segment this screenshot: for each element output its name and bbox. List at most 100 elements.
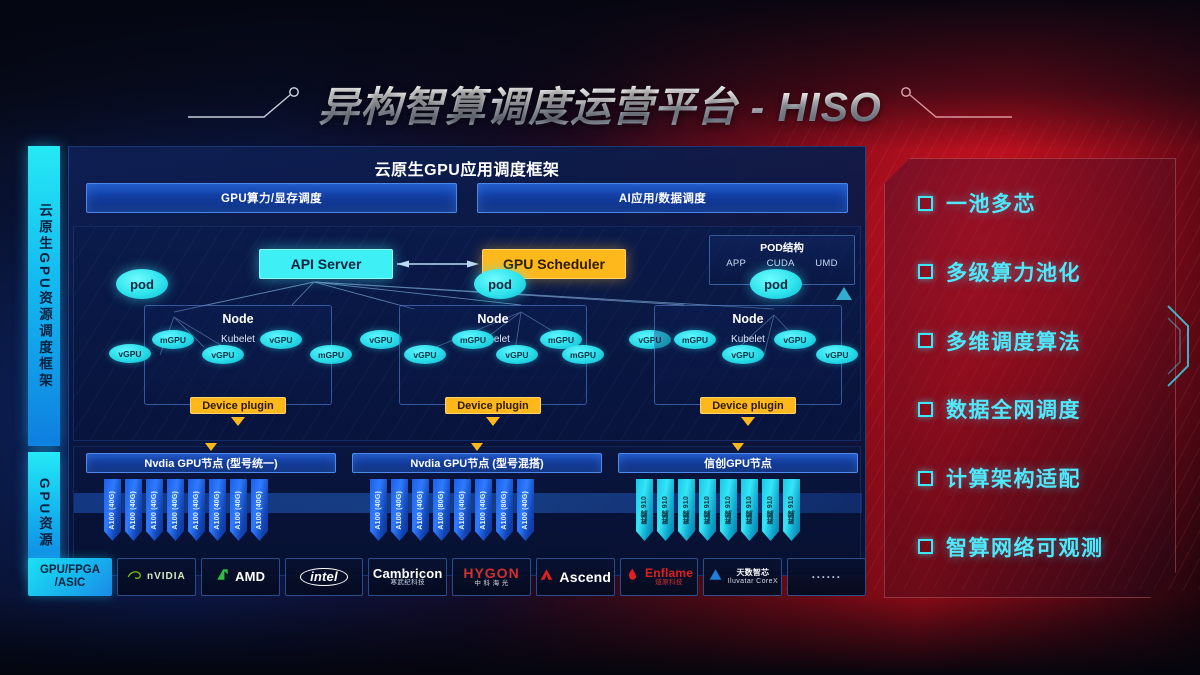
gpu-card-label: A100 (40G) <box>235 490 242 530</box>
node-3-device-plugin[interactable]: Device plugin <box>700 397 796 414</box>
framework-bar-ai[interactable]: AI应用/数据调度 <box>477 183 848 213</box>
gpu-card-2-3[interactable]: A100 (40G) <box>412 479 429 541</box>
ascend-logo <box>539 568 554 586</box>
gpu-group-3-cards: 昇腾 910 昇腾 910 昇腾 910 昇腾 910 昇腾 910 昇腾 910 昇腾 9… <box>636 479 800 541</box>
gpu-card-2-7[interactable]: A100 (80G) <box>496 479 513 541</box>
vendor-subname: 中 科 海 光 <box>474 579 509 587</box>
node-1-gpu-5[interactable]: mGPU <box>310 345 352 364</box>
node-3-gpu-4[interactable]: vGPU <box>816 345 858 364</box>
gpu-card-label: A100 (40G) <box>522 490 529 530</box>
node-1-device-plugin[interactable]: Device plugin <box>190 397 286 414</box>
node-3-gpu-2[interactable]: vGPU <box>722 345 764 364</box>
background-top-shade <box>0 0 1200 150</box>
gpu-card-3-3[interactable]: 昇腾 910 <box>678 479 695 541</box>
gpu-card-3-2[interactable]: 昇腾 910 <box>657 479 674 541</box>
vendor-name-block: Enflame 燧原科技 <box>645 567 693 586</box>
checkbox-icon <box>918 539 933 555</box>
gpu-group-2-header[interactable]: Nvdia GPU节点 (型号混搭) <box>352 443 602 473</box>
node-1-gpu-4[interactable]: vGPU <box>260 330 302 349</box>
vendor-logo-6[interactable]: Ascend <box>535 558 615 596</box>
node-1-gpu-2[interactable]: mGPU <box>152 330 194 349</box>
feature-list: 一池多芯 多级算力池化 多维调度算法 数据全网调度 计算架构适配 智算网络可观测 <box>918 180 1168 580</box>
gpu-group-1-arrow-icon <box>205 443 217 451</box>
vendor-name: 天数智芯 <box>736 568 770 578</box>
gpu-card-3-7[interactable]: 昇腾 910 <box>762 479 779 541</box>
gpu-card-2-6[interactable]: A100 (40G) <box>475 479 492 541</box>
gpu-group-1-header-text: Nvdia GPU节点 (型号统一) <box>144 458 278 470</box>
gpu-card-1-7[interactable]: A100 (40G) <box>230 479 247 541</box>
gpu-card-3-1[interactable]: 昇腾 910 <box>636 479 653 541</box>
gpu-card-2-4[interactable]: A100 (80G) <box>433 479 450 541</box>
feature-item-4[interactable]: 数据全网调度 <box>918 394 1168 424</box>
gpu-group-3-header[interactable]: 信创GPU节点 <box>618 443 858 473</box>
gpu-card-label: 昇腾 910 <box>703 495 711 525</box>
framework-bar-compute[interactable]: GPU算力/显存调度 <box>86 183 457 213</box>
feature-item-2[interactable]: 多级算力池化 <box>918 257 1168 287</box>
gpu-card-2-2[interactable]: A100 (40G) <box>391 479 408 541</box>
vendor-logo-3[interactable]: intel <box>284 558 364 596</box>
pod-layer-app: APP <box>726 258 747 269</box>
gpu-group-3-header-text: 信创GPU节点 <box>704 458 772 470</box>
vendor-logo-9[interactable]: ······ <box>787 558 867 596</box>
node-3-gpu-1[interactable]: mGPU <box>674 330 716 349</box>
node-3-gpu-3[interactable]: vGPU <box>774 330 816 349</box>
node-1-gpu-3[interactable]: vGPU <box>202 345 244 364</box>
node-2-gpu-6[interactable]: vGPU <box>629 330 671 349</box>
right-bracket-deco-icon <box>1167 305 1189 387</box>
api-server-box[interactable]: API Server <box>259 249 393 279</box>
gpu-card-1-3[interactable]: A100 (40G) <box>146 479 163 541</box>
gpu-card-3-8[interactable]: 昇腾 910 <box>783 479 800 541</box>
feature-item-1[interactable]: 一池多芯 <box>918 188 1168 218</box>
node-2-gpu-1[interactable]: vGPU <box>404 345 446 364</box>
node-2-label: Node <box>477 312 509 326</box>
gpu-card-2-1[interactable]: A100 (40G) <box>370 479 387 541</box>
node-2-gpu-5[interactable]: mGPU <box>562 345 604 364</box>
gpu-card-1-1[interactable]: A100 (40G) <box>104 479 121 541</box>
feature-label-6: 智算网络可观测 <box>946 536 1104 560</box>
feature-item-3[interactable]: 多维调度算法 <box>918 326 1168 356</box>
vendor-logo-1[interactable]: nVIDIA <box>117 558 196 596</box>
vendor-logo-8[interactable]: 天数智芯 Iluvatar CoreX <box>703 558 783 596</box>
node-2-pod[interactable]: pod <box>474 269 526 299</box>
node-group-3[interactable]: Node Kubelet Device plugin <box>654 305 842 426</box>
gpu-card-label: A100 (40G) <box>109 490 116 530</box>
gpu-group-2-arrow-icon <box>471 443 483 451</box>
feature-item-5[interactable]: 计算架构适配 <box>918 463 1168 493</box>
node-2-gpu-2[interactable]: mGPU <box>452 330 494 349</box>
gpu-card-1-5[interactable]: A100 (40G) <box>188 479 205 541</box>
vendor-name-block: Cambricon 寒武纪科技 <box>373 567 443 587</box>
node-2-gpu-4[interactable]: mGPU <box>540 330 582 349</box>
gpu-card-2-8[interactable]: A100 (40G) <box>517 479 534 541</box>
vendor-name: Enflame <box>645 566 694 581</box>
framework-bars: GPU算力/显存调度 AI应用/数据调度 <box>86 183 848 213</box>
feature-item-6[interactable]: 智算网络可观测 <box>918 532 1168 562</box>
node-2-device-plugin[interactable]: Device plugin <box>445 397 541 414</box>
vendor-logo-2[interactable]: AMD <box>200 558 280 596</box>
framework-heading: 云原生GPU应用调度框架 <box>374 162 560 179</box>
vendor-logo-4[interactable]: Cambricon 寒武纪科技 <box>368 558 448 596</box>
node-2-gpu-3[interactable]: vGPU <box>496 345 538 364</box>
node-1-gpu-1[interactable]: vGPU <box>109 344 151 363</box>
gpu-group-2-header-text: Nvdia GPU节点 (型号混搭) <box>410 458 544 470</box>
gpu-card-1-4[interactable]: A100 (40G) <box>167 479 184 541</box>
vendor-logo-7[interactable]: Enflame 燧原科技 <box>619 558 699 596</box>
vendor-name-block: Ascend <box>559 569 611 585</box>
vendor-name: AMD <box>235 569 266 585</box>
gpu-card-1-8[interactable]: A100 (40G) <box>251 479 268 541</box>
gpu-card-3-5[interactable]: 昇腾 910 <box>720 479 737 541</box>
node-1-gpu-6[interactable]: vGPU <box>360 330 402 349</box>
gpu-card-label: 昇腾 910 <box>766 495 774 525</box>
vendor-name: ······ <box>811 569 842 584</box>
node-1-pod[interactable]: pod <box>116 269 168 299</box>
api-to-scheduler-arrow-icon <box>397 260 479 268</box>
gpu-card-3-4[interactable]: 昇腾 910 <box>699 479 716 541</box>
gpu-group-1-header[interactable]: Nvdia GPU节点 (型号统一) <box>86 443 336 473</box>
gpu-card-2-5[interactable]: A100 (40G) <box>454 479 471 541</box>
vendor-name: nVIDIA <box>147 570 186 582</box>
gpu-card-1-2[interactable]: A100 (40G) <box>125 479 142 541</box>
gpu-card-3-6[interactable]: 昇腾 910 <box>741 479 758 541</box>
vendor-logo-5[interactable]: HYGON 中 科 海 光 <box>452 558 531 596</box>
gpu-card-1-6[interactable]: A100 (40G) <box>209 479 226 541</box>
node-3-pod[interactable]: pod <box>750 269 802 299</box>
vendor-name-block: intel <box>300 568 348 586</box>
